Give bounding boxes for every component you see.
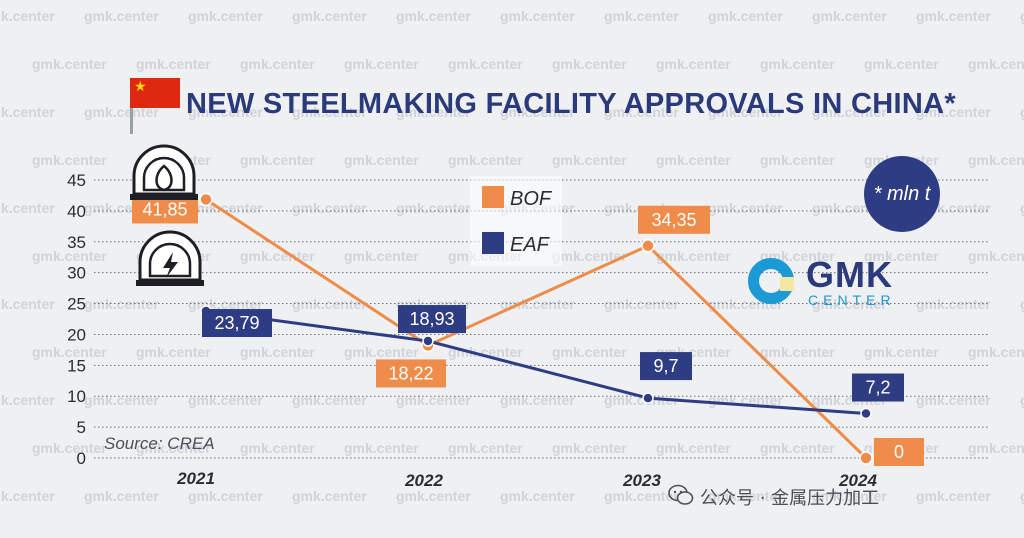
electric-furnace-icon <box>136 230 204 286</box>
eaf-data-label: 18,93 <box>398 305 466 334</box>
gmk-logo-icon <box>748 258 794 304</box>
eaf-data-label-text: 7,2 <box>865 378 890 398</box>
blast-furnace-icon <box>130 144 198 200</box>
bof-data-label-box <box>874 438 924 466</box>
chart-title: NEW STEELMAKING FACILITY APPROVALS IN CH… <box>186 88 956 120</box>
wechat-icon <box>668 484 694 505</box>
eaf-data-label-box <box>398 305 466 334</box>
y-tick-label: 10 <box>67 387 86 406</box>
source-note: Source: CREA <box>104 434 215 453</box>
eaf-data-label-box <box>202 309 272 338</box>
x-tick-label: 2022 <box>404 471 443 490</box>
bof-series-line <box>205 198 868 460</box>
eaf-data-label: 7,2 <box>852 373 904 402</box>
eaf-data-label-box <box>640 352 692 381</box>
bof-data-point <box>859 451 873 465</box>
bof-data-label-text: 34,35 <box>651 210 696 230</box>
y-tick-label: 25 <box>67 295 86 314</box>
bof-data-label: 0 <box>874 438 924 466</box>
eaf-data-label-text: 23,79 <box>214 313 259 333</box>
logo-subtitle: CENTER <box>808 292 896 308</box>
china-flag-icon: ★ <box>130 78 180 108</box>
bof-data-label-box <box>376 359 446 388</box>
x-tick-label: 2021 <box>176 469 215 488</box>
eaf-legend-swatch <box>482 232 504 254</box>
eaf-legend-label: EAF <box>510 234 551 256</box>
y-tick-label: 30 <box>67 264 86 283</box>
eaf-series-line <box>205 309 867 416</box>
bof-data-label: 34,35 <box>638 205 710 234</box>
eaf-data-label-box <box>852 373 904 402</box>
eaf-data-label-text: 9,7 <box>653 356 678 376</box>
y-tick-label: 40 <box>67 202 86 221</box>
eaf-data-point <box>642 392 654 404</box>
bof-data-label: 18,22 <box>376 359 446 388</box>
x-tick-label: 2023 <box>622 471 661 490</box>
bof-data-label: 41,85 <box>132 195 198 224</box>
bof-data-point <box>641 239 655 253</box>
bof-legend-label: BOF <box>510 188 553 210</box>
logo-name: GMK <box>806 254 893 295</box>
flag-pole <box>130 108 133 134</box>
bof-data-label-text: 41,85 <box>142 199 187 219</box>
y-tick-label: 15 <box>67 356 86 375</box>
bof-data-label-box <box>638 205 710 234</box>
y-tick-label: 20 <box>67 325 86 344</box>
eaf-data-label: 23,79 <box>202 309 272 338</box>
bof-data-label-box <box>132 195 198 224</box>
footer-caption: 公众号 · 金属压力加工 <box>700 488 880 509</box>
y-tick-label: 5 <box>77 418 86 437</box>
eaf-data-point <box>860 407 872 420</box>
bof-data-point <box>199 192 213 207</box>
y-tick-label: 35 <box>67 233 86 252</box>
eaf-data-label-text: 18,93 <box>409 309 454 329</box>
x-tick-label: 2024 <box>838 471 877 490</box>
bof-data-label-text: 18,22 <box>388 363 433 383</box>
bof-data-label-text: 0 <box>894 442 904 462</box>
y-tick-label: 0 <box>77 449 86 468</box>
unit-badge: * mln t <box>864 156 940 232</box>
y-tick-label: 45 <box>67 171 86 190</box>
eaf-data-point <box>422 335 434 347</box>
bof-legend-swatch <box>482 186 504 208</box>
eaf-data-label: 9,7 <box>640 352 692 381</box>
